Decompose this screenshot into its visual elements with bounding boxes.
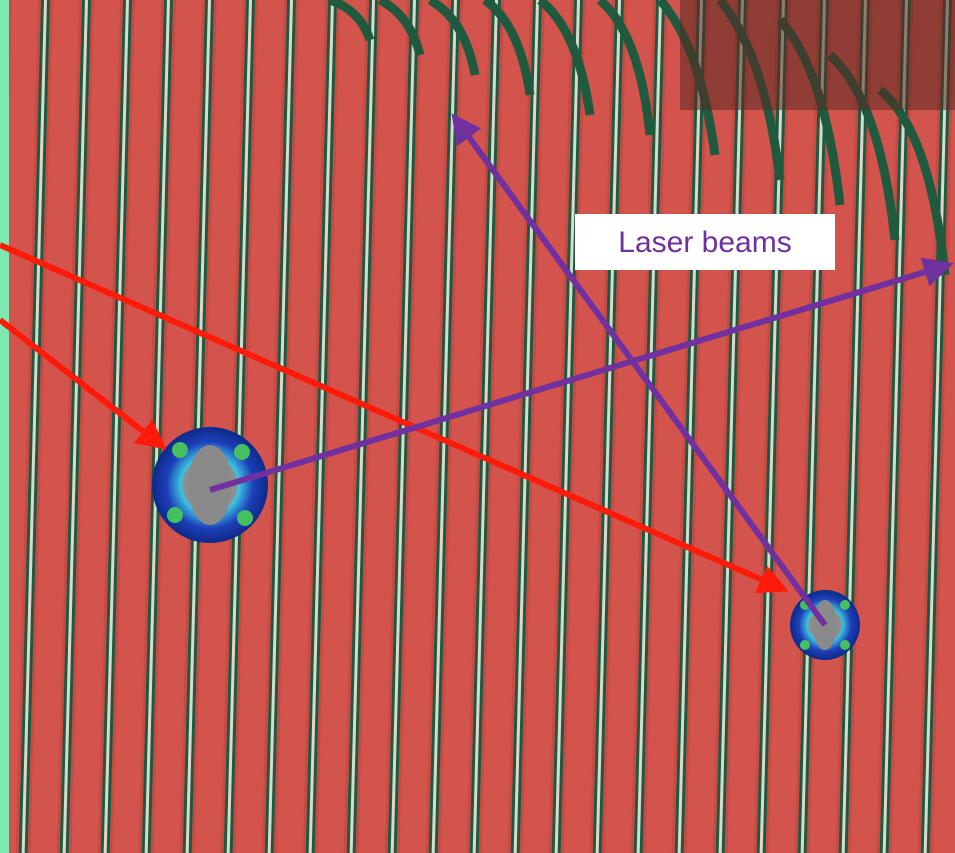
target-large [152, 427, 268, 543]
laser-beam-arrow [451, 113, 828, 627]
red-arrow [0, 242, 789, 594]
label-box [575, 214, 835, 270]
ceiling [680, 0, 955, 110]
slatted-wall [9, 0, 955, 853]
laser-beam-arrow [209, 257, 954, 493]
label-text: Laser beams [618, 226, 791, 259]
red-arrow [0, 317, 167, 450]
